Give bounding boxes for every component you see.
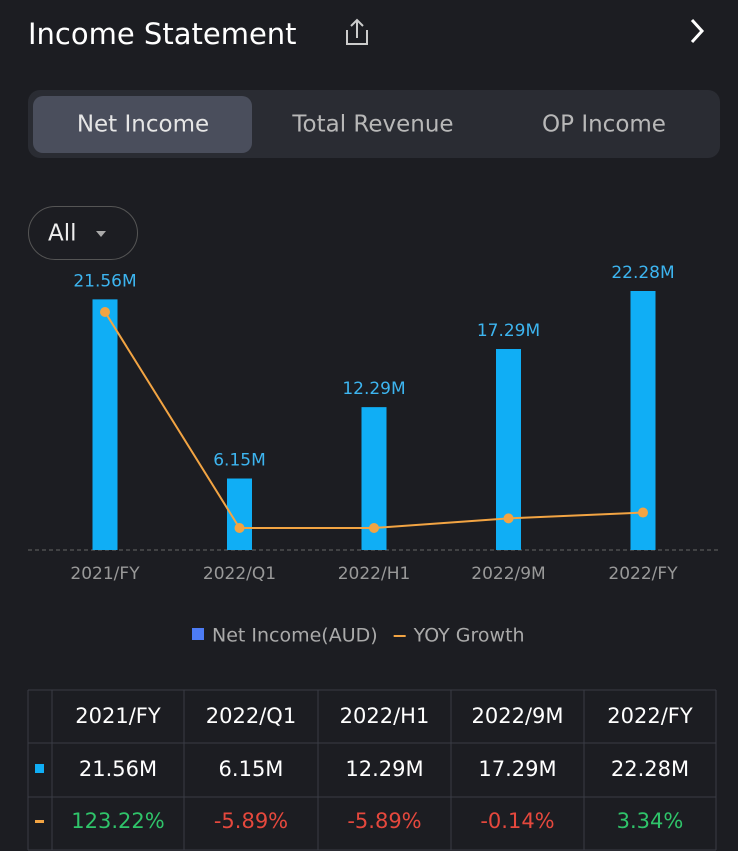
table-header: 2022/FY [607, 704, 693, 728]
table-header: 2022/Q1 [206, 704, 296, 728]
tab[interactable]: Total Revenue [291, 112, 453, 138]
tab[interactable]: OP Income [542, 112, 666, 138]
tab[interactable]: Net Income [77, 112, 209, 138]
table-cell: 21.56M [79, 757, 157, 781]
bar-value-label: 21.56M [73, 271, 136, 291]
bar [630, 291, 656, 550]
table-cell: 3.34% [617, 809, 684, 833]
chevron[interactable] [690, 18, 705, 44]
yoy-point [503, 513, 514, 524]
dropdown-arrow [96, 231, 106, 237]
bar-value-label: 17.29M [477, 321, 540, 341]
table-cell: -5.89% [214, 809, 288, 833]
tab-selected-bg [33, 96, 252, 153]
x-tick-label: 2022/9M [471, 564, 545, 584]
bar-value-label: 22.28M [611, 263, 674, 283]
page-title: Income Statement [28, 17, 297, 51]
table-cell: 123.22% [71, 809, 164, 833]
table-cell: 12.29M [345, 757, 423, 781]
filter-pill[interactable] [28, 206, 138, 260]
row-marker [35, 820, 44, 823]
table-cell: -0.14% [480, 809, 554, 833]
x-tick-label: 2021/FY [70, 564, 140, 584]
yoy-point [234, 523, 245, 533]
table-header: 2022/H1 [340, 704, 430, 728]
table-cell: 17.29M [478, 757, 556, 781]
x-tick-label: 2022/FY [608, 564, 678, 584]
table-header: 2022/9M [472, 704, 564, 728]
table-cell: 6.15M [219, 757, 284, 781]
row-marker [35, 764, 44, 773]
table-cell: -5.89% [347, 809, 421, 833]
legend-swatch [192, 628, 204, 640]
share-icon[interactable] [346, 18, 368, 45]
yoy-point [638, 507, 648, 518]
bar-value-label: 6.15M [213, 451, 266, 471]
bar [92, 299, 118, 550]
x-tick-label: 2022/Q1 [203, 564, 276, 584]
x-tick-label: 2022/H1 [338, 564, 411, 584]
table-cell: 22.28M [611, 757, 689, 781]
table-header: 2021/FY [75, 704, 161, 728]
yoy-point [369, 523, 379, 533]
yoy-point [100, 307, 110, 317]
legend-label: YOY Growth [413, 625, 525, 647]
legend-label: Net Income(AUD) [212, 625, 378, 647]
filter-label[interactable]: All [48, 221, 77, 247]
bar-value-label: 12.29M [342, 379, 405, 399]
